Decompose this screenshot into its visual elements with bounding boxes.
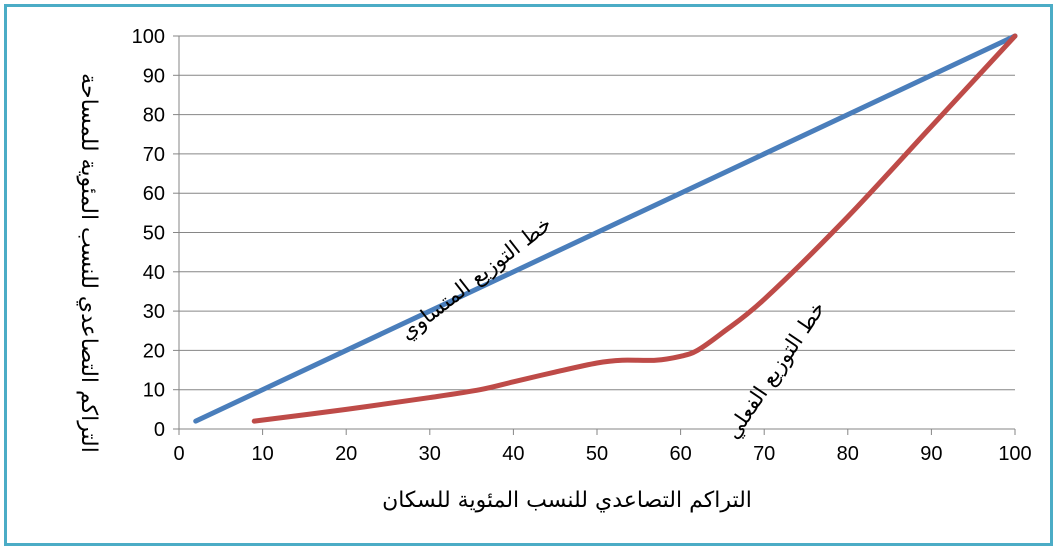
x-tick-label: 80 [837,443,859,465]
x-tick-label: 60 [669,443,691,465]
y-tick-label: 40 [143,262,165,284]
x-tick-label: 70 [753,443,775,465]
actual-line-label: خط التوزيع الفعلي [720,297,830,443]
y-tick-label: 10 [143,380,165,402]
line-annotations: خط التوزيع المتساوي خط التوزيع الفعلي [395,212,830,444]
y-axis-ticks: 0 10 20 30 40 50 60 70 80 90 100 [132,26,179,441]
x-tick-label: 50 [586,443,608,465]
y-tick-label: 30 [143,301,165,323]
x-tick-label: 90 [920,443,942,465]
y-axis-title: التراكم التصاعدي للنسب المئوية للمساحة [76,73,101,453]
x-tick-label: 0 [173,443,184,465]
y-tick-label: 0 [154,419,165,441]
y-tick-label: 80 [143,105,165,127]
x-axis-ticks: 0 10 20 30 40 50 60 70 80 90 100 [173,429,1032,465]
x-tick-label: 10 [251,443,273,465]
equality-line-label: خط التوزيع المتساوي [395,212,556,345]
y-tick-label: 100 [132,26,165,48]
chart-frame: 0 10 20 30 40 50 60 70 80 90 100 0 10 20 30 40 50 60 70 80… [4,4,1053,546]
x-axis-title: التراكم التصاعدي للنسب المئوية للسكان [382,488,752,513]
x-tick-label: 20 [335,443,357,465]
x-tick-label: 100 [998,443,1031,465]
grid-lines [179,35,1015,391]
axes [178,36,1015,430]
y-tick-label: 60 [143,183,165,205]
x-tick-label: 40 [502,443,524,465]
y-tick-label: 90 [143,65,165,87]
y-tick-label: 20 [143,340,165,362]
x-tick-label: 30 [419,443,441,465]
y-tick-label: 50 [143,223,165,245]
equality-line [193,33,1018,424]
series-lines [193,33,1018,424]
y-tick-label: 70 [143,144,165,166]
actual-distribution-line [251,33,1018,424]
lorenz-chart: 0 10 20 30 40 50 60 70 80 90 100 0 10 20 30 40 50 60 70 80… [76,26,1032,513]
